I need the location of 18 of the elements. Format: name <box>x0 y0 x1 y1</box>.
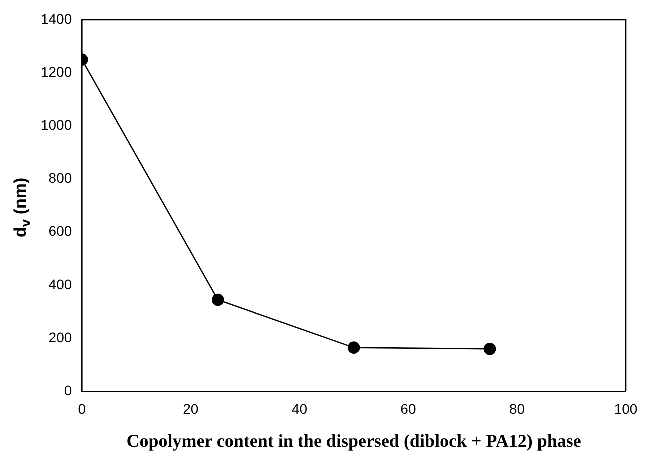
y-tick-label: 0 <box>64 382 72 398</box>
x-axis-title: Copolymer content in the dispersed (diblock + PA12) phase <box>126 430 582 451</box>
point <box>484 342 496 356</box>
y-tick-label: 1400 <box>40 10 72 27</box>
point <box>212 294 224 306</box>
x-tick-label: 80 <box>509 400 526 417</box>
x-tick-label: 60 <box>400 400 416 417</box>
x-tick-label: 40 <box>292 400 308 417</box>
y-tick-label: 200 <box>48 329 72 346</box>
x-tick-label: 20 <box>183 400 199 417</box>
y-tick-label: 1200 <box>40 64 72 80</box>
point <box>348 342 360 354</box>
y-tick-label: 800 <box>48 170 72 186</box>
x-tick-label: 100 <box>614 400 638 417</box>
x-tick-label: 0 <box>78 400 86 417</box>
y-tick-label: 1000 <box>40 117 72 134</box>
y-tick-label: 600 <box>48 223 72 240</box>
y-tick-label: 400 <box>48 276 72 292</box>
